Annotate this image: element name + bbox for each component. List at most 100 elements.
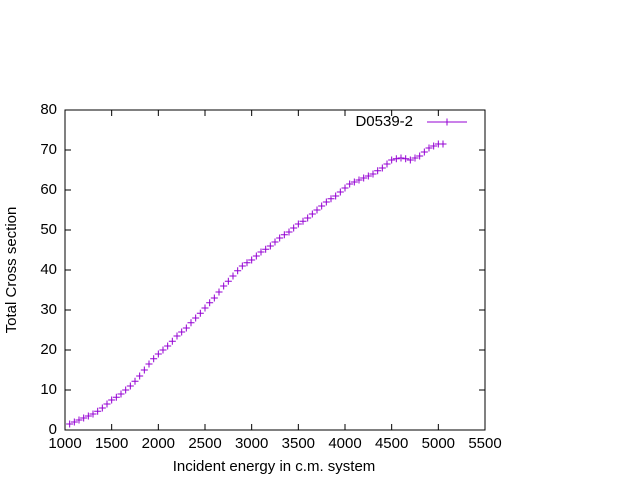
point: [80, 414, 88, 422]
y-axis-label: Total Cross section: [3, 207, 20, 334]
point: [187, 319, 195, 327]
x-tick-label: 1500: [95, 435, 128, 452]
point: [178, 328, 186, 336]
y-tick-label: 10: [40, 381, 57, 398]
y-tick-label: 0: [49, 421, 57, 438]
point: [89, 410, 97, 418]
point: [108, 396, 116, 404]
point: [70, 418, 78, 426]
point: [388, 156, 396, 164]
point: [168, 337, 176, 345]
point: [290, 224, 298, 232]
point: [220, 282, 228, 290]
point: [416, 152, 424, 160]
point: [439, 140, 447, 148]
point: [266, 242, 274, 250]
point: [75, 416, 83, 424]
x-tick-label: 4000: [328, 435, 361, 452]
point: [308, 210, 316, 218]
x-tick-label: 5500: [468, 435, 501, 452]
point: [378, 164, 386, 172]
y-tick-label: 20: [40, 341, 57, 358]
x-tick-label: 1000: [48, 435, 81, 452]
point: [257, 248, 265, 256]
y-tick-label: 60: [40, 181, 57, 198]
point: [234, 267, 242, 275]
point: [271, 238, 279, 246]
point: [304, 214, 312, 222]
point: [145, 360, 153, 368]
point: [98, 404, 106, 412]
point: [276, 234, 284, 242]
x-tick-label: 3500: [282, 435, 315, 452]
y-tick-label: 80: [40, 101, 57, 118]
point: [425, 144, 433, 152]
point: [103, 400, 111, 408]
x-tick-label: 5000: [422, 435, 455, 452]
point: [164, 342, 172, 350]
point: [341, 184, 349, 192]
point: [355, 176, 363, 184]
point: [262, 245, 270, 253]
point: [280, 231, 288, 239]
point: [112, 393, 120, 401]
point: [173, 332, 181, 340]
point: [210, 294, 218, 302]
y-tick-label: 40: [40, 261, 57, 278]
point: [350, 178, 358, 186]
point: [327, 195, 335, 203]
x-axis-label: Incident energy in c.m. system: [173, 458, 376, 475]
x-tick-label: 2000: [142, 435, 175, 452]
point: [402, 155, 410, 163]
point: [192, 314, 200, 322]
point: [369, 170, 377, 178]
point: [360, 174, 368, 182]
point: [243, 259, 251, 267]
point: [318, 202, 326, 210]
point: [392, 155, 400, 163]
point: [131, 377, 139, 385]
point: [206, 299, 214, 307]
point: [117, 390, 125, 398]
point: [238, 262, 246, 270]
point: [299, 217, 307, 225]
y-tick-label: 70: [40, 141, 57, 158]
y-tick-label: 50: [40, 221, 57, 238]
point: [140, 366, 148, 374]
point: [430, 142, 438, 150]
point: [154, 350, 162, 358]
x-tick-label: 2500: [188, 435, 221, 452]
point: [126, 382, 134, 390]
y-tick-label: 30: [40, 301, 57, 318]
point: [322, 198, 330, 206]
point: [229, 272, 237, 280]
point: [159, 346, 167, 354]
point: [252, 252, 260, 260]
point: [136, 372, 144, 380]
point: [248, 256, 256, 264]
point: [215, 288, 223, 296]
point: [397, 154, 405, 162]
point: [150, 355, 158, 363]
point: [346, 180, 354, 188]
point: [66, 420, 74, 428]
x-tick-label: 4500: [375, 435, 408, 452]
point: [383, 160, 391, 168]
plot-frame: [64, 109, 486, 431]
legend-label: D0539-2: [355, 113, 413, 130]
point: [285, 228, 293, 236]
x-tick-label: 3000: [235, 435, 268, 452]
point: [84, 412, 92, 420]
point: [332, 192, 340, 200]
point: [406, 156, 414, 164]
point: [196, 309, 204, 317]
point: [294, 220, 302, 228]
point: [313, 206, 321, 214]
point: [374, 167, 382, 175]
legend-swatch: [427, 118, 467, 126]
point: [420, 148, 428, 156]
point: [411, 154, 419, 162]
point: [224, 277, 232, 285]
point: [182, 324, 190, 332]
